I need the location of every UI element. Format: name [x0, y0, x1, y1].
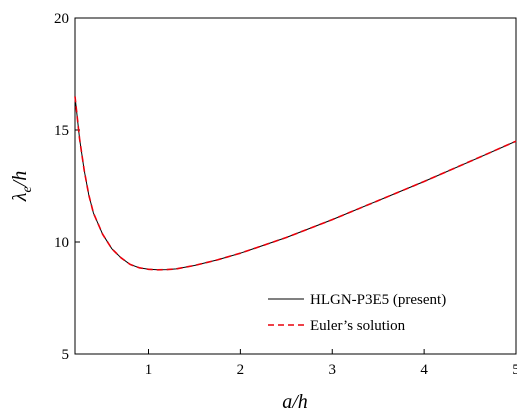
y-axis-title: λe/h	[9, 171, 35, 202]
x-axis-ticks: 1 2 3 4 5	[145, 349, 517, 378]
plot-frame	[74, 17, 517, 355]
y-axis-title-main: λ	[9, 192, 31, 202]
series-layer	[74, 96, 517, 271]
y-tick-label: 15	[54, 123, 69, 139]
series-line-0	[74, 96, 517, 271]
legend-label-present: HLGN-P3E5 (present)	[310, 292, 446, 308]
y-axis-ticks: 5 10 15 20	[54, 11, 80, 363]
y-tick-label: 20	[54, 11, 69, 27]
x-tick-label: 4	[420, 362, 428, 378]
x-tick-label: 2	[237, 362, 245, 378]
y-axis-title-subscript: e	[20, 186, 35, 192]
x-tick-label: 5	[512, 362, 517, 378]
legend: HLGN-P3E5 (present) Euler’s solution	[268, 292, 446, 334]
series-line-1	[74, 96, 517, 271]
y-tick-label: 5	[62, 347, 70, 363]
x-tick-label: 1	[145, 362, 153, 378]
y-axis-title-tail: /h	[9, 171, 31, 188]
y-tick-label: 10	[54, 235, 69, 251]
x-axis-title: a/h	[282, 391, 308, 413]
x-tick-label: 3	[329, 362, 337, 378]
legend-label-euler: Euler’s solution	[310, 318, 406, 334]
